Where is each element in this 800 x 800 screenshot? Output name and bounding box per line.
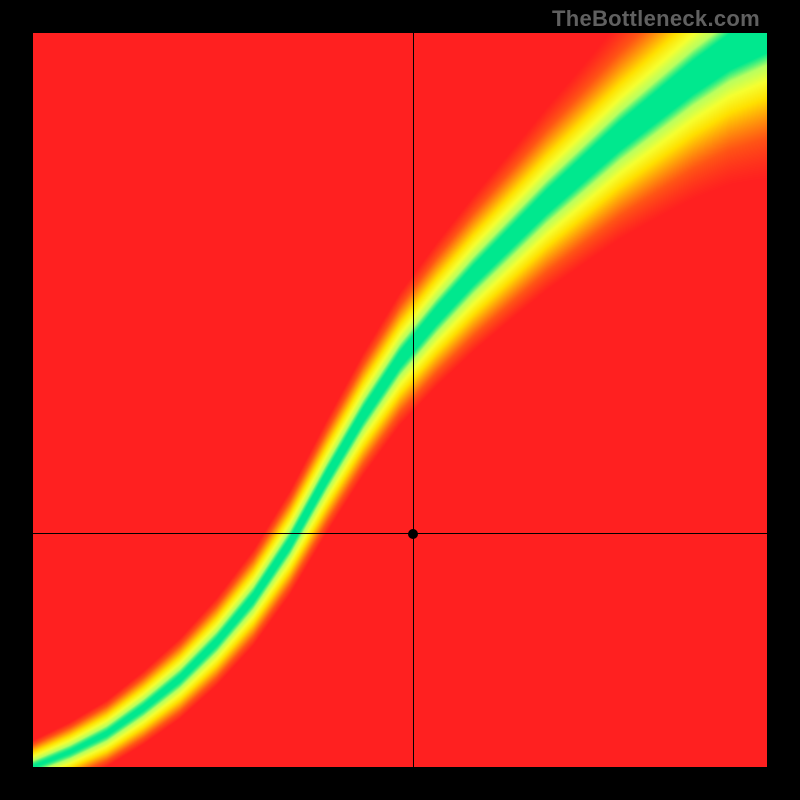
crosshair-vertical — [413, 33, 414, 767]
crosshair-horizontal — [33, 533, 767, 534]
watermark-text: TheBottleneck.com — [552, 6, 760, 32]
plot-area — [33, 33, 767, 767]
point-marker — [408, 529, 418, 539]
chart-container: TheBottleneck.com — [0, 0, 800, 800]
heatmap-canvas — [33, 33, 767, 767]
